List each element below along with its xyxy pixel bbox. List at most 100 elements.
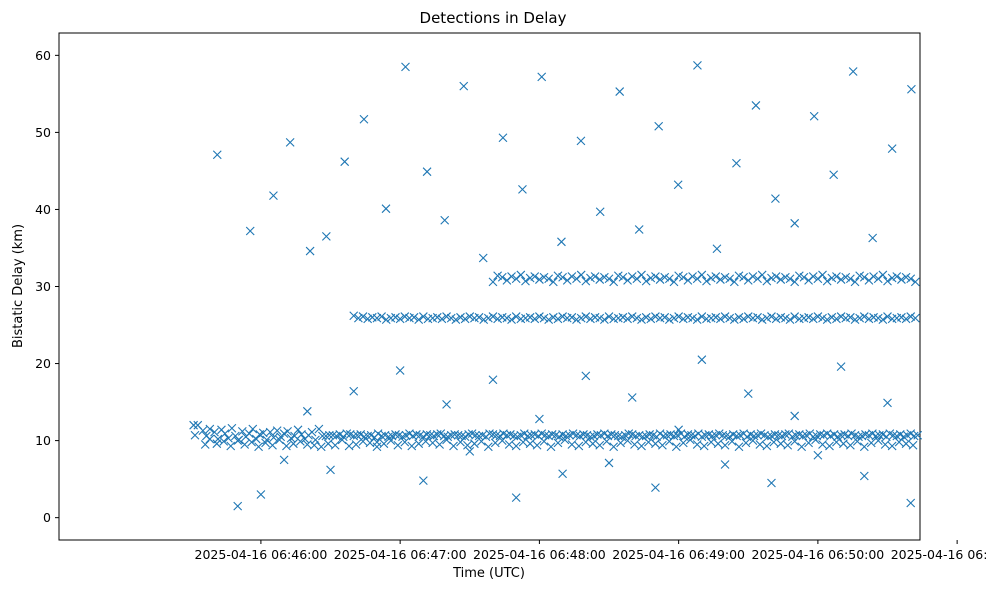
data-point [474, 312, 484, 322]
data-point [521, 276, 530, 286]
data-point [386, 436, 396, 445]
data-point [624, 429, 634, 439]
data-point [829, 170, 839, 180]
data-point [808, 272, 818, 281]
data-point [883, 312, 892, 321]
data-point [864, 314, 874, 324]
data-point [776, 275, 786, 284]
data-point [493, 314, 503, 324]
data-point [873, 313, 883, 323]
data-point [697, 355, 707, 365]
data-point [613, 271, 623, 281]
data-point [913, 430, 923, 440]
data-point [432, 312, 442, 322]
data-point [289, 439, 298, 449]
data-point [664, 315, 674, 325]
data-point [302, 440, 312, 449]
data-points [189, 60, 923, 511]
data-point [781, 430, 790, 439]
data-point [790, 277, 800, 287]
data-point [725, 274, 735, 284]
data-point [553, 438, 563, 448]
y-tick-label: 0 [43, 510, 51, 525]
data-point [548, 312, 558, 322]
data-point [400, 312, 410, 321]
data-point [859, 312, 869, 321]
data-point [258, 428, 268, 438]
data-point [658, 440, 667, 450]
data-point [558, 272, 567, 282]
data-point [850, 315, 860, 325]
data-point [539, 313, 549, 323]
data-point [237, 426, 247, 436]
data-point [493, 271, 503, 281]
y-axis-label: Bistatic Delay (km) [11, 224, 26, 348]
y-tick-label: 30 [35, 279, 51, 294]
data-point [535, 414, 544, 424]
data-point [530, 272, 540, 281]
data-point [604, 274, 614, 284]
data-point [293, 425, 303, 435]
data-point [525, 312, 535, 322]
data-point [850, 277, 860, 287]
data-point [574, 441, 584, 451]
data-point [351, 440, 361, 449]
data-point [762, 313, 772, 323]
data-point [537, 72, 547, 82]
data-point [435, 440, 444, 449]
data-point [762, 441, 772, 451]
data-point [769, 437, 779, 447]
data-point [734, 271, 744, 281]
data-point [702, 276, 711, 286]
data-point [372, 437, 382, 447]
data-point [446, 313, 456, 323]
data-point [688, 313, 697, 323]
data-point [485, 429, 494, 439]
data-point [269, 433, 279, 442]
data-point [909, 431, 919, 441]
chart-title: Detections in Delay [420, 9, 567, 27]
data-point [349, 431, 359, 441]
data-point [660, 312, 670, 322]
data-point [464, 430, 474, 439]
data-point [535, 275, 544, 284]
data-point [798, 431, 808, 441]
data-point [669, 313, 679, 323]
data-point [832, 314, 841, 324]
data-point [442, 435, 451, 445]
data-point [712, 244, 722, 254]
data-point [567, 312, 577, 322]
data-point [859, 442, 869, 452]
data-point [827, 273, 837, 283]
data-point [377, 431, 386, 441]
data-point [794, 271, 804, 281]
data-point [901, 272, 911, 282]
data-point [439, 431, 449, 441]
data-point [818, 270, 827, 280]
data-point [421, 436, 431, 446]
data-point [581, 312, 591, 321]
data-point [706, 437, 716, 447]
data-point [478, 253, 488, 263]
data-point [836, 430, 846, 440]
data-point [572, 315, 581, 325]
x-tick-label: 2025-04-16 06:47:00 [334, 547, 467, 562]
data-point [637, 441, 646, 451]
data-point [590, 272, 600, 281]
x-axis-label: Time (UTC) [452, 566, 525, 581]
data-point [593, 430, 602, 439]
data-point [781, 313, 790, 323]
data-point [618, 272, 628, 282]
data-point [623, 275, 632, 285]
data-point [645, 430, 655, 439]
data-point [395, 314, 405, 324]
data-point [567, 440, 577, 449]
data-point [811, 435, 820, 445]
data-point [757, 270, 767, 280]
data-point [316, 442, 326, 452]
data-point [525, 273, 535, 283]
data-point [755, 440, 765, 449]
data-point [547, 430, 557, 439]
data-point [219, 436, 229, 446]
